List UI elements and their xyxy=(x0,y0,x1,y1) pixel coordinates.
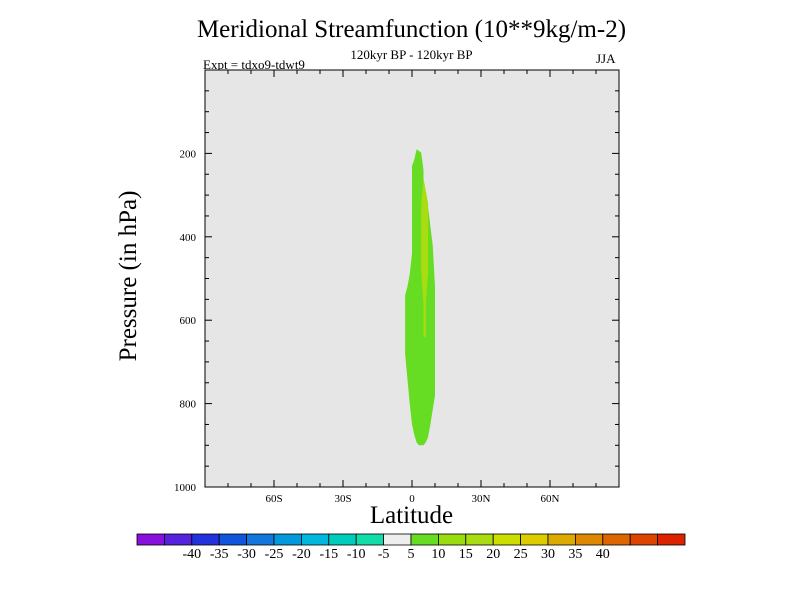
colorbar-label: 40 xyxy=(596,547,610,562)
colorbar-swatch xyxy=(437,533,467,546)
experiment-label: Expt = tdxo9-tdwt9 xyxy=(203,57,305,72)
colorbar-swatch xyxy=(520,533,549,546)
colorbar-label: 20 xyxy=(486,547,500,562)
colorbar-swatch xyxy=(246,533,275,546)
x-axis-label: Latitude xyxy=(369,502,454,529)
y-tick-label: 800 xyxy=(180,399,197,411)
colorbar-swatch xyxy=(383,533,412,546)
colorbar-label: -35 xyxy=(210,547,229,562)
colorbar-swatch xyxy=(547,533,576,546)
colorbar-swatch xyxy=(218,533,247,546)
x-tick-label: 60N xyxy=(541,493,560,505)
colorbar-swatch xyxy=(355,533,385,546)
colorbar-label: -20 xyxy=(292,547,311,562)
colorbar-label: -10 xyxy=(347,547,366,562)
colorbar-label: 15 xyxy=(459,547,473,562)
colorbar-label: 35 xyxy=(568,547,582,562)
colorbar-label: 10 xyxy=(431,547,445,562)
season-label: JJA xyxy=(596,51,616,66)
y-tick-label: 600 xyxy=(180,315,197,327)
chart-title: Meridional Streamfunction (10**9kg/m-2) xyxy=(196,16,627,43)
colorbar-swatch xyxy=(492,533,522,546)
colorbar-label: -40 xyxy=(182,547,201,562)
y-tick-label: 1000 xyxy=(174,482,197,494)
colorbar-label: 25 xyxy=(514,547,528,562)
colorbar-swatch xyxy=(136,533,165,546)
x-tick-label: 60S xyxy=(265,493,282,505)
colorbar-label: -5 xyxy=(378,547,390,562)
colorbar-swatch xyxy=(273,533,302,546)
colorbar-swatch xyxy=(657,533,686,546)
x-tick-label: 0 xyxy=(409,493,415,505)
colorbar-label: 30 xyxy=(541,547,555,562)
colorbar-swatch xyxy=(410,533,439,546)
colorbar-swatch xyxy=(300,533,330,546)
chart-subtitle: 120kyr BP - 120kyr BP xyxy=(350,47,473,62)
x-tick-label: 30S xyxy=(334,493,351,505)
colorbar-swatch xyxy=(629,533,659,546)
colorbar-label: 5 xyxy=(408,547,415,562)
colorbar-swatch xyxy=(191,533,220,546)
colorbar-swatch xyxy=(163,533,193,546)
colorbar-swatch xyxy=(328,533,357,546)
y-tick-label: 400 xyxy=(180,232,197,244)
colorbar-label: -25 xyxy=(265,547,284,562)
y-tick-label: 200 xyxy=(180,148,197,160)
colorbar-label: -15 xyxy=(319,547,338,562)
colorbar-swatch xyxy=(465,533,494,546)
contour-region-2 xyxy=(421,178,429,337)
colorbar-swatch xyxy=(575,533,604,546)
x-tick-label: 30N xyxy=(472,493,491,505)
colorbar-label: -30 xyxy=(237,547,256,562)
colorbar-swatch xyxy=(602,533,631,546)
